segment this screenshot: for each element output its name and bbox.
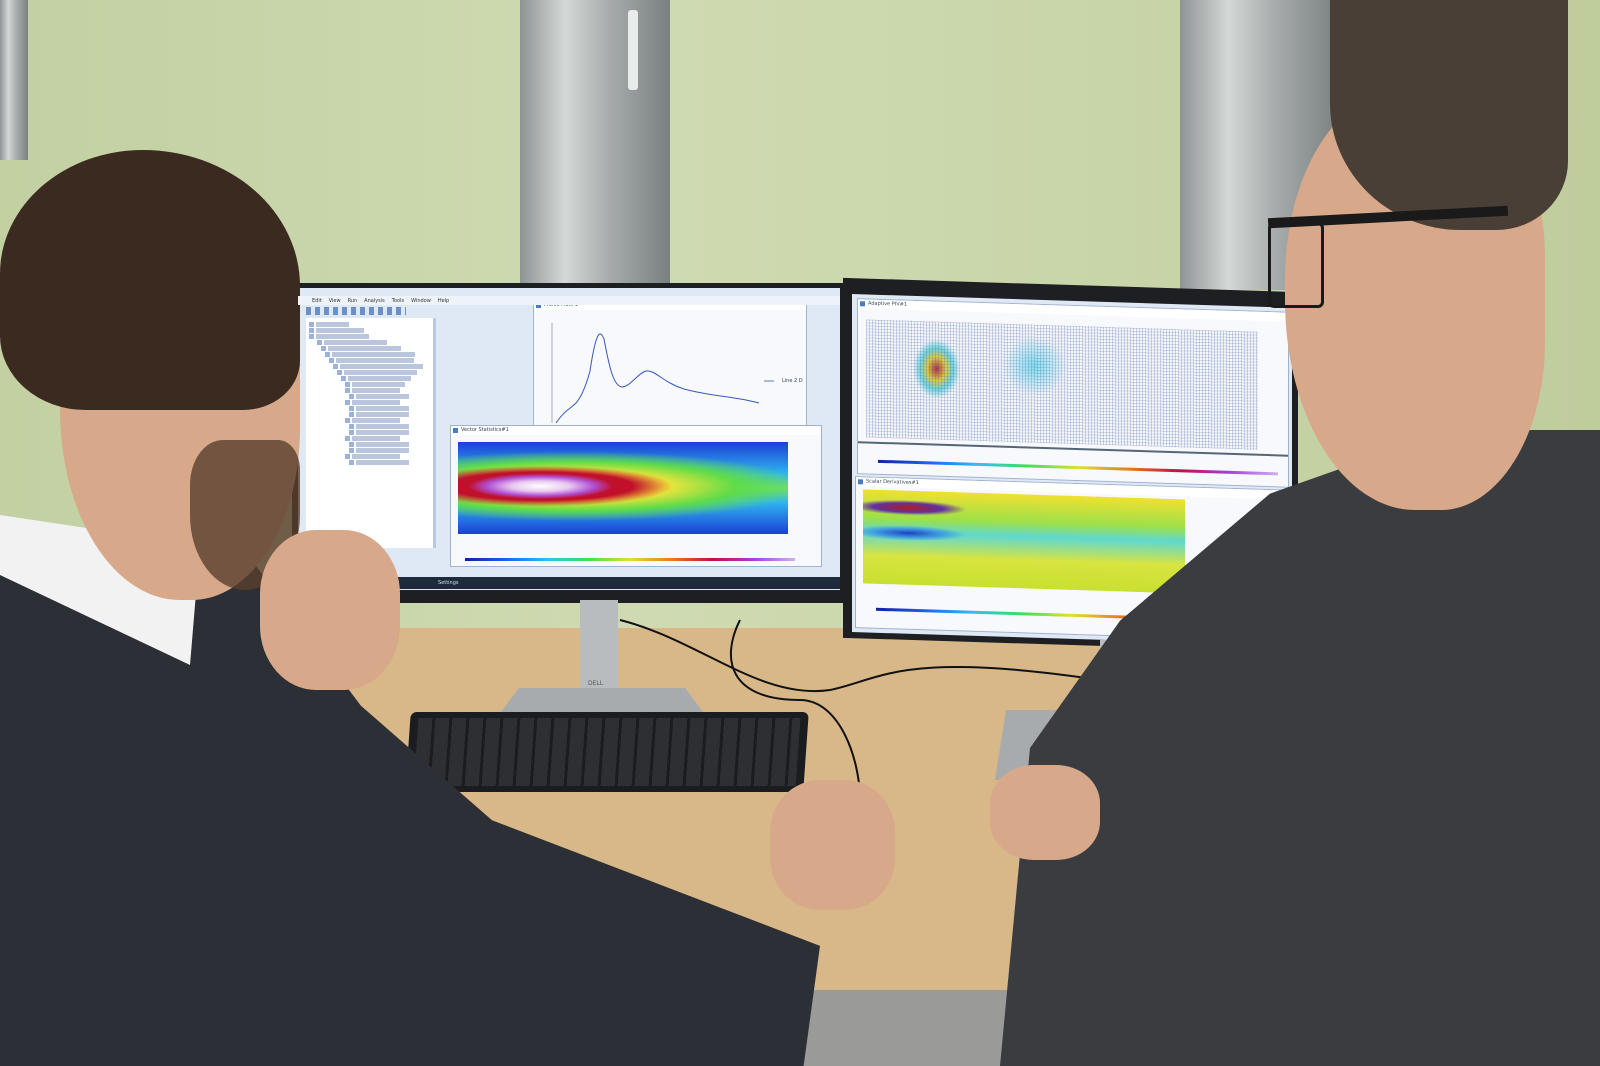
project-tree[interactable] xyxy=(306,318,436,548)
velocity-heatmap xyxy=(458,442,788,534)
left-screen: Edit View Run Analysis Tools Window Help… xyxy=(298,288,840,590)
menu-window[interactable]: Window xyxy=(411,297,431,304)
menu-analysis[interactable]: Analysis xyxy=(364,297,385,304)
colorbar xyxy=(465,558,795,561)
toolbar[interactable] xyxy=(306,307,406,315)
window-title: Profile Plot#1 xyxy=(544,302,578,308)
menu-bar: Edit View Run Analysis Tools Window Help xyxy=(298,296,840,305)
window-handle xyxy=(628,10,638,90)
profile-plot xyxy=(551,323,774,424)
profile-curve xyxy=(555,333,760,424)
menu-view[interactable]: View xyxy=(328,297,341,304)
left-monitor-base xyxy=(498,688,706,716)
menu-tools[interactable]: Tools xyxy=(391,297,405,304)
window-frame-left xyxy=(0,0,28,160)
keyboard[interactable] xyxy=(405,712,809,792)
glasses-lens xyxy=(1268,222,1324,308)
stand-brand-logo: DELL xyxy=(588,680,604,687)
menu-edit[interactable]: Edit xyxy=(312,297,322,304)
window-frame-center xyxy=(520,0,670,290)
profile-plot-window[interactable]: Profile Plot#1 Line 2 D xyxy=(533,300,807,430)
person-left-hair xyxy=(0,150,300,410)
menu-run[interactable]: Run xyxy=(347,297,358,304)
window-icon xyxy=(453,428,458,433)
left-monitor-stand: DELL xyxy=(580,600,618,700)
taskbar: Settings xyxy=(298,577,840,589)
person-left-hand xyxy=(260,530,400,690)
keyboard-keys[interactable] xyxy=(413,718,801,786)
person-left-hand-on-mouse xyxy=(770,780,895,910)
vector-statistics-window[interactable]: Vector Statistics#1 xyxy=(450,425,822,567)
window-title: Vector Statistics#1 xyxy=(461,427,509,433)
window-icon xyxy=(536,303,541,308)
menu-help[interactable]: Help xyxy=(437,297,450,304)
legend-label: Line 2 D xyxy=(782,378,803,384)
person-right-hand xyxy=(990,765,1100,860)
person-right-hair xyxy=(1330,0,1568,230)
taskbar-item-settings[interactable]: Settings xyxy=(438,580,459,586)
